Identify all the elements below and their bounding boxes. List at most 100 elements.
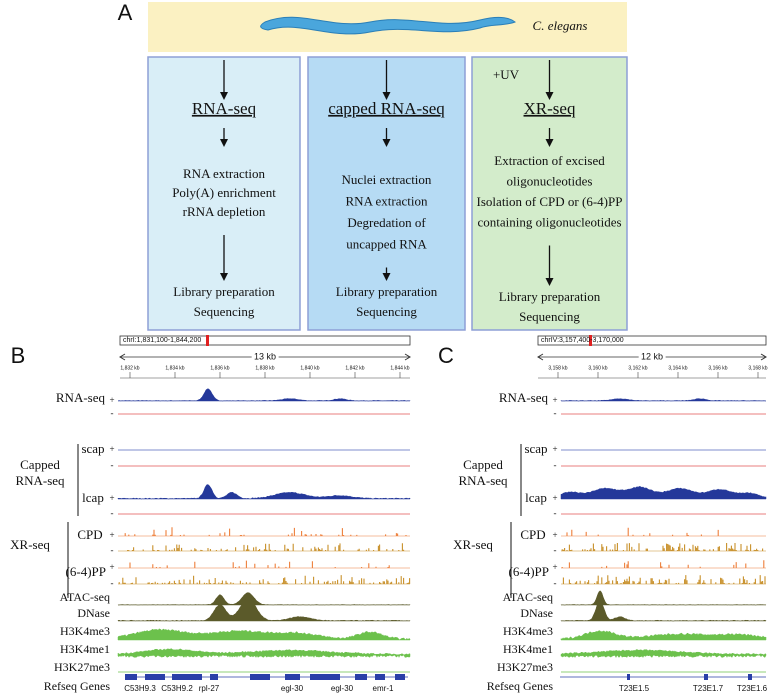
step: RNA extraction: [346, 193, 428, 208]
scale: 13 kb: [254, 351, 276, 361]
ruler-label: 1,838 kb: [255, 365, 274, 371]
strand: +: [109, 444, 114, 454]
arrow-head: [382, 92, 391, 100]
exon: [172, 674, 202, 680]
cpd-minus: [561, 543, 764, 551]
gene-name: egl-30: [281, 684, 304, 693]
cpd-plus: [124, 527, 407, 536]
track-label: DNase: [77, 606, 110, 620]
method-title: XR-seq: [524, 99, 576, 118]
pp64-plus: [561, 560, 765, 568]
locus-bar: [537, 335, 767, 346]
step: containing oligonucleotides: [477, 214, 621, 229]
arrow-head: [545, 92, 554, 100]
track-label: XR-seq: [453, 537, 493, 552]
track-label: Refseq Genes: [44, 679, 111, 693]
final-step: Sequencing: [194, 304, 255, 319]
gene-name: egl-30: [331, 684, 354, 693]
step: RNA extraction: [183, 166, 265, 181]
track-label: scap: [524, 441, 547, 456]
ruler-label: 3,158 kb: [548, 365, 567, 371]
track-label: lcap: [525, 490, 547, 505]
scale-ends: [537, 353, 767, 361]
step: Nuclei extraction: [342, 172, 432, 187]
exon: [395, 674, 405, 680]
arrow-head: [382, 139, 391, 147]
track-label: XR-seq: [10, 537, 50, 552]
cpd-plus: [566, 527, 719, 536]
dnase: [560, 600, 767, 622]
final-step: Library preparation: [173, 284, 275, 299]
step: Poly(A) enrichment: [172, 185, 276, 200]
ruler-label: 1,844 kb: [390, 365, 409, 371]
method-box: [307, 56, 466, 331]
scale: 12 kb: [641, 351, 663, 361]
exon: [748, 674, 752, 680]
h3k4me3: [117, 628, 411, 641]
track-label: H3K27me3: [54, 660, 110, 674]
h3k4me1: [560, 649, 767, 656]
strand: -: [111, 460, 114, 470]
track-label: scap: [81, 441, 104, 456]
lcap-plus: [117, 484, 411, 500]
exon: [250, 674, 270, 680]
track-label: RNA-seq: [499, 390, 549, 405]
strand: +: [552, 530, 557, 540]
arrow-head: [545, 278, 554, 286]
strand: +: [109, 493, 114, 503]
final-step: Sequencing: [519, 309, 580, 324]
track-label: H3K4me1: [503, 642, 553, 656]
h3k4me1: [560, 654, 767, 659]
arrow-head: [220, 139, 228, 147]
arrow-head: [382, 273, 391, 281]
step: Extraction of excised: [494, 153, 605, 168]
ruler-label: 3,162 kb: [628, 365, 647, 371]
h3k4me1: [117, 654, 411, 659]
final-step: Sequencing: [356, 304, 417, 319]
strand: -: [111, 408, 114, 418]
arrow-head: [220, 273, 228, 281]
track-label: H3K4me3: [503, 624, 553, 638]
ruler-label: 3,168 kb: [748, 365, 767, 371]
ruler-label: 3,166 kb: [708, 365, 727, 371]
strand: -: [554, 545, 557, 555]
dnase: [117, 598, 411, 622]
rna-seq-plus: [560, 398, 767, 402]
locus: chrIV:3,157,400-3,170,000: [541, 337, 624, 344]
ruler-label: 1,836 kb: [210, 365, 229, 371]
strand: +: [552, 562, 557, 572]
track-label: (6-4)PP: [509, 564, 549, 579]
strand: -: [111, 545, 114, 555]
atac-seq: [560, 590, 767, 606]
track-label: RNA-seq: [56, 390, 106, 405]
pp64-plus: [129, 560, 390, 568]
exon: [125, 674, 137, 680]
strand: +: [109, 562, 114, 572]
rna-seq-plus: [117, 388, 411, 402]
track-label: ATAC-seq: [60, 590, 110, 604]
step: Isolation of CPD or (6-4)PP: [477, 194, 623, 209]
worm: [260, 16, 516, 35]
pp64-minus: [118, 575, 411, 584]
h3k4me1: [117, 648, 411, 656]
lcap-plus: [560, 486, 767, 500]
track-label: Capped: [20, 457, 60, 472]
atac-seq: [117, 592, 411, 606]
exon: [285, 674, 300, 680]
locus: chrI:1,831,100-1,844,200: [123, 337, 201, 344]
gene-name: rpl-27: [199, 684, 220, 693]
method-title: RNA-seq: [192, 99, 257, 118]
organism: C. elegans: [533, 18, 588, 33]
step: rRNA depletion: [183, 204, 266, 219]
method-box: [471, 56, 628, 331]
ruler-label: 1,832 kb: [120, 365, 139, 371]
step: Degredation of: [347, 215, 426, 230]
exon: [310, 674, 340, 680]
exon: [145, 674, 165, 680]
scale-ends: [119, 353, 411, 361]
panel-label: A: [118, 0, 133, 25]
track-label: lcap: [82, 490, 104, 505]
strand: -: [111, 578, 114, 588]
locus-marker: [589, 335, 592, 346]
locus-bar: [119, 335, 411, 346]
